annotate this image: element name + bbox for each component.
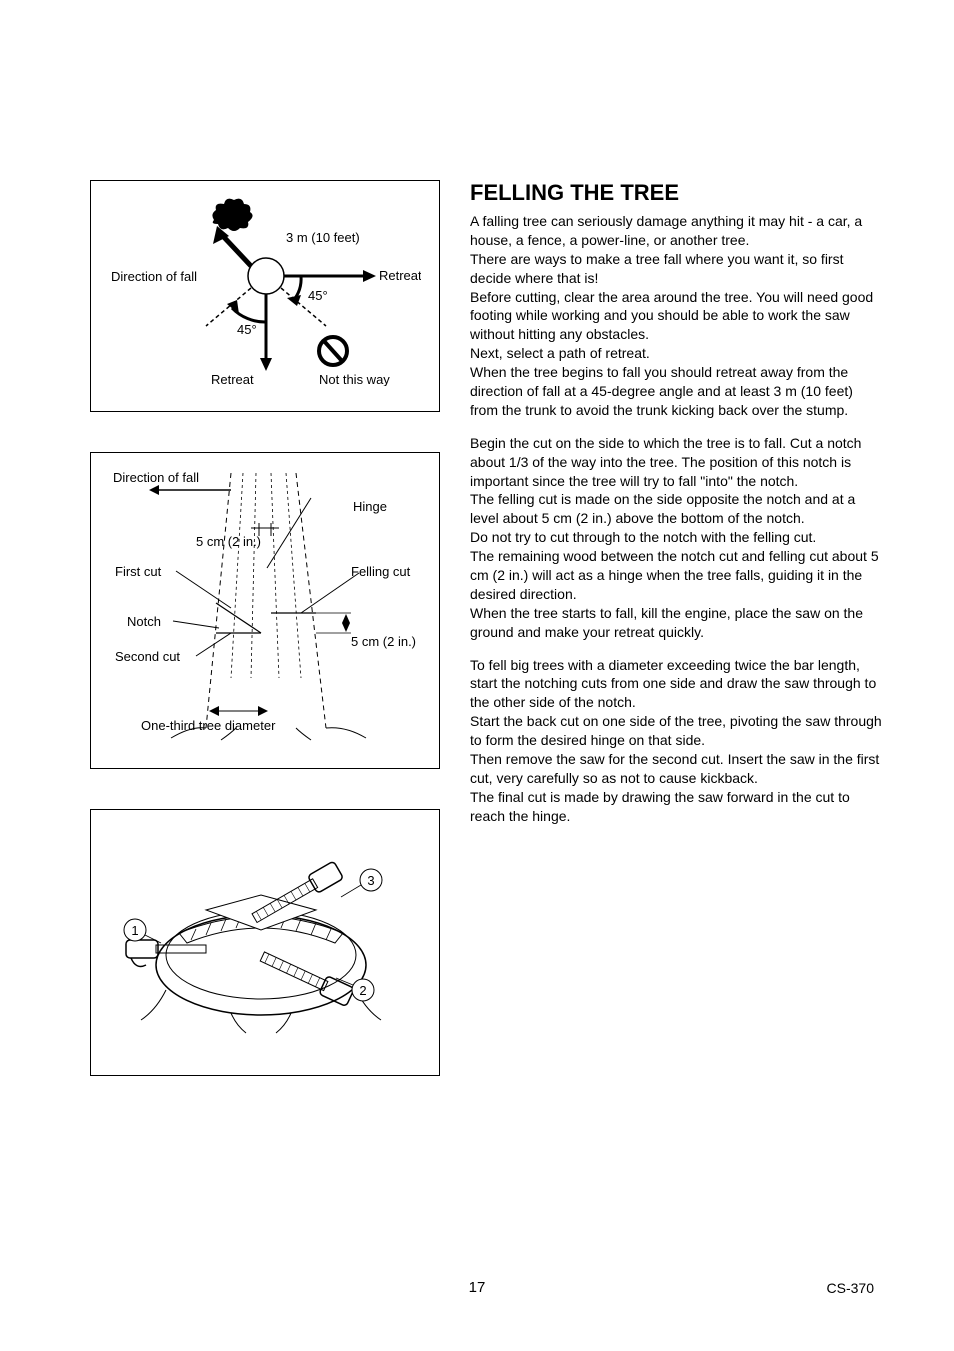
retreat-right-head bbox=[363, 270, 376, 282]
bark-2 bbox=[251, 473, 256, 678]
dim2-down bbox=[342, 623, 350, 632]
label-one-third: One-third tree diameter bbox=[141, 718, 276, 733]
arc-1-head bbox=[287, 295, 301, 306]
dim3-left bbox=[209, 706, 219, 716]
para-1: A falling tree can seriously damage anyt… bbox=[470, 212, 884, 420]
page-number: 17 bbox=[469, 1279, 486, 1296]
dim2-up bbox=[342, 614, 350, 623]
cuts-diagram-svg: Direction of fall Hinge 5 cm (2 in.) Fir… bbox=[101, 468, 421, 743]
root-2 bbox=[326, 728, 366, 738]
left-column: Direction of fall 3 m (10 feet) Retreat … bbox=[90, 180, 440, 1076]
leader-notch bbox=[173, 621, 219, 628]
model-number: CS-370 bbox=[827, 1280, 874, 1296]
label-hinge: Hinge bbox=[353, 499, 387, 514]
first-cut-line bbox=[216, 603, 261, 633]
label-dim2: 5 cm (2 in.) bbox=[351, 634, 416, 649]
notch-wedge bbox=[206, 895, 316, 930]
trunk-right bbox=[296, 473, 326, 728]
dim3-right bbox=[258, 706, 268, 716]
num-2: 2 bbox=[359, 983, 366, 998]
bark-1 bbox=[231, 473, 243, 678]
retreat-down-head bbox=[260, 358, 272, 371]
prohibit-slash bbox=[324, 341, 342, 361]
fall-arrow-line bbox=[221, 234, 251, 266]
label-second-cut: Second cut bbox=[115, 649, 180, 664]
root-mid2 bbox=[276, 1013, 291, 1033]
label-not-this-way: Not this way bbox=[319, 372, 390, 386]
diagram-retreat: Direction of fall 3 m (10 feet) Retreat … bbox=[90, 180, 440, 412]
para-3: To fell big trees with a diameter exceed… bbox=[470, 656, 884, 826]
label-angle-1: 45° bbox=[308, 288, 328, 303]
dir-arrow-head bbox=[149, 485, 159, 495]
bark-3 bbox=[271, 473, 279, 678]
leader-first bbox=[176, 571, 231, 608]
para-2: Begin the cut on the side to which the t… bbox=[470, 434, 884, 642]
trunk-circle bbox=[248, 258, 284, 294]
body-text-block: A falling tree can seriously damage anyt… bbox=[470, 212, 884, 826]
root-mid1 bbox=[231, 1013, 246, 1033]
heading-felling: FELLING THE TREE bbox=[470, 180, 884, 206]
label-distance: 3 m (10 feet) bbox=[286, 230, 360, 245]
page-content: Direction of fall 3 m (10 feet) Retreat … bbox=[0, 0, 954, 1136]
diagram-big-tree: 1 2 3 bbox=[90, 809, 440, 1076]
tree-crown-icon bbox=[212, 199, 252, 231]
big-tree-svg: 1 2 3 bbox=[101, 825, 421, 1050]
num-1: 1 bbox=[131, 923, 138, 938]
label-dir-fall-2: Direction of fall bbox=[113, 470, 199, 485]
leader-n1 bbox=[145, 935, 161, 943]
diagram-cuts: Direction of fall Hinge 5 cm (2 in.) Fir… bbox=[90, 452, 440, 769]
label-notch: Notch bbox=[127, 614, 161, 629]
right-column: FELLING THE TREE A falling tree can seri… bbox=[470, 180, 884, 1076]
trunk-left bbox=[206, 473, 231, 728]
root-left bbox=[141, 990, 166, 1020]
dash-line-2 bbox=[206, 288, 251, 326]
label-first-cut: First cut bbox=[115, 564, 162, 579]
leader-n3 bbox=[341, 885, 361, 897]
label-retreat-1: Retreat bbox=[379, 268, 421, 283]
retreat-diagram-svg: Direction of fall 3 m (10 feet) Retreat … bbox=[101, 196, 421, 386]
label-direction-of-fall: Direction of fall bbox=[111, 269, 197, 284]
label-retreat-2: Retreat bbox=[211, 372, 254, 386]
bark-4 bbox=[286, 473, 301, 678]
label-dim1: 5 cm (2 in.) bbox=[196, 534, 261, 549]
label-angle-2: 45° bbox=[237, 322, 257, 337]
label-felling-cut: Felling cut bbox=[351, 564, 411, 579]
num-3: 3 bbox=[367, 873, 374, 888]
root-4 bbox=[296, 728, 311, 740]
